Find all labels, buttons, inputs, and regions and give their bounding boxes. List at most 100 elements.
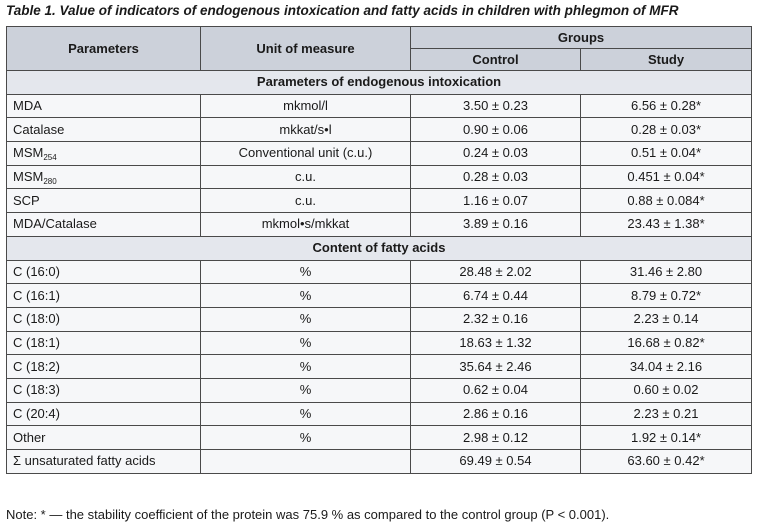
table-row: C (16:1)% 6.74 ± 0.44 8.79 ± 0.72* [6, 283, 753, 308]
study-value: 31.46 ± 2.80 [579, 259, 753, 285]
parameter-cell: C (16:0) [6, 259, 201, 285]
parameter-cell: MDA [6, 93, 201, 119]
parameter-cell: Catalase [6, 117, 201, 143]
unit-cell: % [200, 283, 411, 308]
table-row: Catalase mkkat/s•l 0.90 ± 0.06 0.28 ± 0.03* [6, 117, 753, 143]
control-value: 2.86 ± 0.16 [410, 401, 581, 427]
parameter-name: C (18:2) [13, 358, 60, 374]
parameter-cell: C (18:1) [6, 330, 201, 356]
unit-cell: % [200, 306, 411, 332]
unit-cell: mkmol•s/mkkat [200, 212, 411, 237]
header-control: Control [410, 48, 581, 71]
control-value: 18.63 ± 1.32 [410, 330, 581, 356]
table-note: Note: * — the stability coefficient of t… [6, 507, 610, 522]
table-row: C (20:4)% 2.86 ± 0.16 2.23 ± 0.21 [6, 401, 753, 427]
unit-cell: c.u. [200, 164, 411, 190]
table-caption: Table 1. Value of indicators of endogeno… [6, 3, 679, 18]
table-row: MDA/Catalase mkmol•s/mkkat 3.89 ± 0.16 23.4… [6, 212, 753, 237]
parameter-name: MSM [13, 169, 44, 185]
table-row: SCP c.u. 1.16 ± 0.07 0.88 ± 0.084* [6, 188, 753, 214]
control-value: 2.98 ± 0.12 [410, 425, 581, 450]
study-value: 8.79 ± 0.72* [579, 283, 753, 308]
section-title: Parameters of endogenous intoxication [5, 70, 753, 95]
unit-cell: % [200, 354, 411, 379]
unit-cell: % [200, 377, 411, 403]
table-body: Parameters of endogenous intoxication MDA… [5, 70, 753, 474]
unit-cell: % [200, 259, 411, 285]
control-value: 0.24 ± 0.03 [410, 141, 581, 166]
section-row: Parameters of endogenous intoxication [5, 70, 753, 95]
parameter-cell: MSM254 [6, 141, 201, 166]
study-value: 34.04 ± 2.16 [579, 354, 753, 379]
study-value: 0.28 ± 0.03* [579, 117, 753, 143]
parameter-name: MDA [13, 98, 42, 114]
study-value: 6.56 ± 0.28* [579, 93, 753, 119]
parameter-name: C (16:1) [13, 287, 60, 303]
parameter-cell: Σ unsaturated fatty acids [6, 449, 201, 474]
parameter-cell: SCP [6, 188, 201, 214]
table-row: C (18:1)% 18.63 ± 1.32 16.68 ± 0.82* [6, 330, 753, 356]
control-value: 0.90 ± 0.06 [410, 117, 581, 143]
section-row: Content of fatty acids [5, 235, 753, 261]
study-value: 0.60 ± 0.02 [579, 377, 753, 403]
unit-cell: Conventional unit (c.u.) [200, 141, 411, 166]
header-study: Study [579, 48, 753, 71]
table-row: MSM280 c.u. 0.28 ± 0.03 0.451 ± 0.04* [6, 164, 753, 190]
study-value: 0.451 ± 0.04* [579, 164, 753, 190]
header-unit: Unit of measure [200, 26, 411, 71]
parameter-cell: C (20:4) [6, 401, 201, 427]
table-row: C (16:0)% 28.48 ± 2.02 31.46 ± 2.80 [6, 259, 753, 285]
table-row: C (18:0)% 2.32 ± 0.16 2.23 ± 0.14 [6, 306, 753, 332]
control-value: 0.62 ± 0.04 [410, 377, 581, 403]
study-value: 0.51 ± 0.04* [579, 141, 753, 166]
study-value: 2.23 ± 0.14 [579, 306, 753, 332]
unit-cell: mkkat/s•l [200, 117, 411, 143]
section-title: Content of fatty acids [5, 235, 753, 261]
control-value: 0.28 ± 0.03 [410, 164, 581, 190]
parameter-name: MDA/Catalase [13, 216, 97, 232]
unit-cell: mkmol/l [200, 93, 411, 119]
parameter-cell: MSM280 [6, 164, 201, 190]
control-value: 69.49 ± 0.54 [410, 449, 581, 474]
parameter-subscript: 254 [43, 153, 57, 163]
header-groups: Groups [409, 26, 753, 49]
parameter-name: C (20:4) [13, 405, 60, 421]
control-value: 2.32 ± 0.16 [410, 306, 581, 332]
data-table: Parameters Unit of measure Groups Contro… [5, 26, 753, 474]
control-value: 28.48 ± 2.02 [410, 259, 581, 285]
parameter-name: Catalase [13, 121, 65, 137]
parameter-name: C (18:0) [13, 311, 60, 327]
parameter-name: C (16:0) [13, 263, 60, 279]
table-row: MDA mkmol/l 3.50 ± 0.23 6.56 ± 0.28* [6, 93, 753, 119]
table-row: C (18:2)% 35.64 ± 2.46 34.04 ± 2.16 [6, 354, 753, 379]
parameter-cell: C (16:1) [6, 283, 201, 308]
unit-cell: % [200, 330, 411, 356]
unit-cell: c.u. [200, 188, 411, 214]
parameter-name: Σ unsaturated fatty acids [13, 453, 156, 469]
table-row: MSM254 Conventional unit (c.u.) 0.24 ± 0.0… [6, 141, 753, 166]
table-row: Other% 2.98 ± 0.12 1.92 ± 0.14* [6, 425, 753, 450]
study-value: 2.23 ± 0.21 [579, 401, 753, 427]
parameter-cell: Other [6, 425, 201, 450]
parameter-cell: C (18:3) [6, 377, 201, 403]
header-parameters: Parameters [6, 26, 201, 71]
parameter-name: SCP [13, 192, 40, 208]
parameter-name: C (18:1) [13, 334, 60, 350]
parameter-name: Other [13, 429, 46, 445]
study-value: 63.60 ± 0.42* [579, 449, 753, 474]
parameter-cell: MDA/Catalase [6, 212, 201, 237]
control-value: 6.74 ± 0.44 [410, 283, 581, 308]
parameter-subscript: 280 [43, 177, 57, 187]
parameter-name: MSM [13, 145, 44, 161]
unit-cell: % [200, 401, 411, 427]
study-value: 1.92 ± 0.14* [579, 425, 753, 450]
table-row: Σ unsaturated fatty acids 69.49 ± 0.54 63.… [6, 449, 753, 474]
study-value: 16.68 ± 0.82* [579, 330, 753, 356]
control-value: 1.16 ± 0.07 [410, 188, 581, 214]
parameter-cell: C (18:2) [6, 354, 201, 379]
unit-cell: % [200, 425, 411, 450]
study-value: 0.88 ± 0.084* [579, 188, 753, 214]
parameter-name: C (18:3) [13, 382, 60, 398]
control-value: 35.64 ± 2.46 [410, 354, 581, 379]
table-row: C (18:3)% 0.62 ± 0.04 0.60 ± 0.02 [6, 377, 753, 403]
